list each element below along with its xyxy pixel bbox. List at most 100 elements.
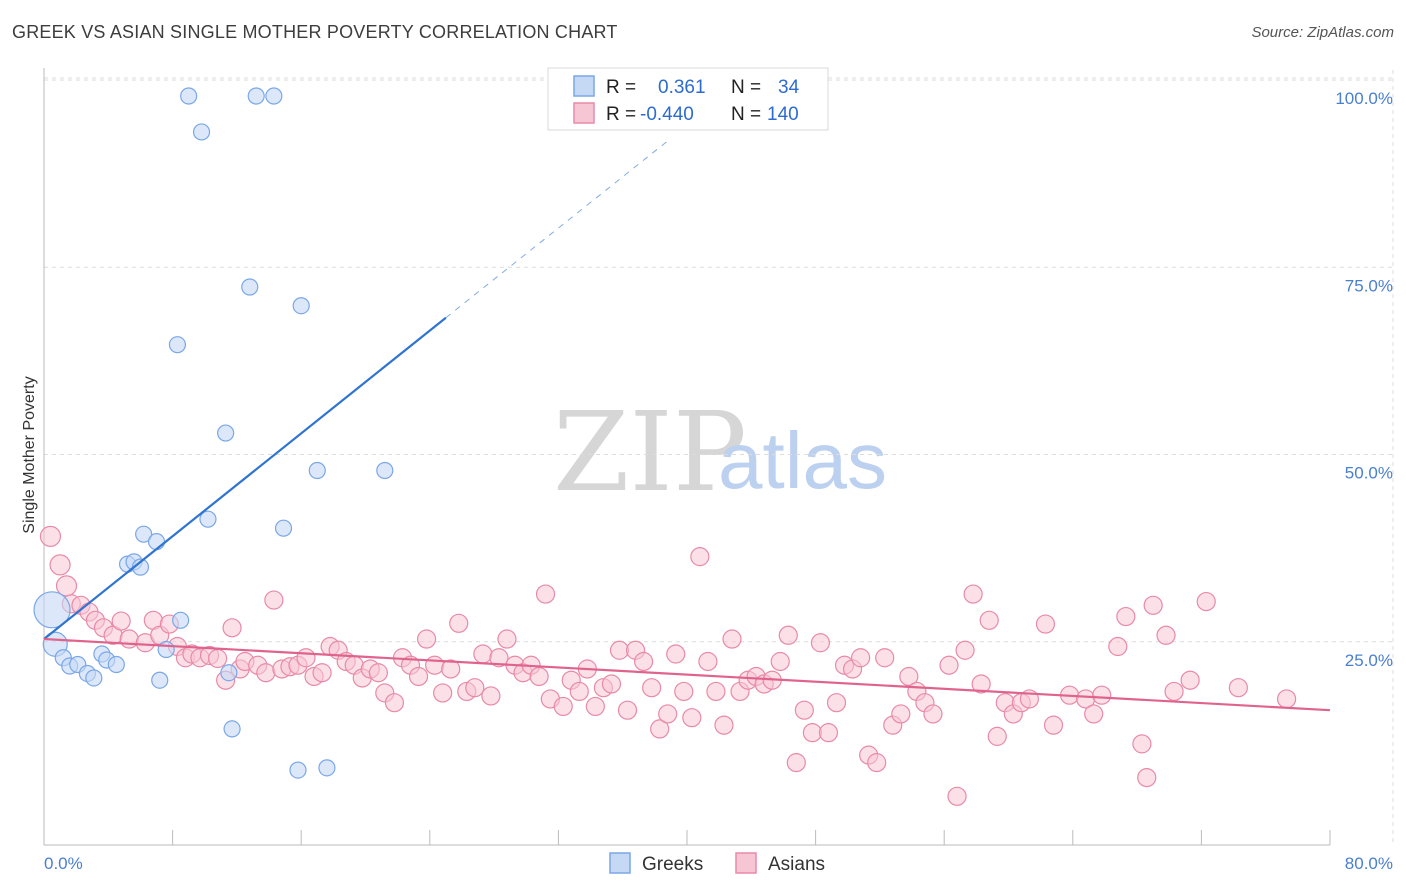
asian-point [208, 648, 228, 669]
axes [43, 68, 1331, 846]
asian-point [256, 663, 276, 683]
asian-point [1035, 614, 1056, 634]
asian-point [39, 525, 62, 548]
asian-point [642, 678, 662, 698]
asian-point [111, 611, 131, 631]
greek-point [265, 87, 283, 105]
asian-point [891, 704, 911, 724]
asian-point [601, 674, 622, 694]
asian-point [449, 613, 469, 633]
greek-points [33, 87, 394, 779]
greek-trend-extension [445, 140, 669, 319]
asian-point [1092, 685, 1112, 705]
greek-point [107, 655, 125, 674]
asian-point [473, 644, 493, 664]
greek-point [220, 664, 238, 682]
asian-point [497, 629, 517, 649]
asian-point [682, 708, 702, 728]
asian-point [963, 584, 983, 604]
asian-point [971, 674, 991, 694]
greek-point [247, 87, 265, 105]
asian-point [802, 723, 822, 743]
asian-point [1196, 591, 1216, 612]
legend-box: R = 0.361 N = 34 R = -0.440 N = 140 [547, 67, 829, 131]
greek-point [192, 123, 211, 141]
greek-point [85, 669, 103, 687]
legend-asian-n-label: N = [731, 104, 761, 125]
greek-point [274, 519, 293, 537]
asian-point [222, 618, 242, 638]
tick-labels: 25.0% 50.0% 75.0% 100.0% 0.0% 80.0% [44, 89, 1393, 873]
source-label: Source: ZipAtlas.com [1251, 24, 1394, 41]
asian-point [1108, 636, 1128, 657]
asian-point [810, 633, 831, 653]
asian-point [690, 547, 710, 567]
legend-asian-r-label: R = [606, 104, 636, 125]
watermark-zip: ZIP [553, 388, 747, 516]
asian-point [1137, 767, 1157, 788]
asian-point [368, 663, 388, 683]
greek-point [241, 278, 259, 296]
asian-point [778, 625, 798, 645]
greek-point [308, 461, 326, 480]
greek-point [172, 611, 190, 629]
asian-point [987, 726, 1007, 746]
asian-point [264, 590, 284, 610]
chart-title: GREEK VS ASIAN SINGLE MOTHER POVERTY COR… [12, 22, 618, 42]
asian-trend-line [43, 637, 1331, 712]
asian-point [1180, 670, 1200, 690]
y-tick-label: 100.0% [1335, 89, 1393, 108]
asian-point [617, 700, 638, 720]
asian-point [658, 704, 678, 724]
bottom-legend-swatch-asian [735, 852, 757, 874]
asian-point [714, 715, 734, 735]
legend-greek-r-label: R = [606, 77, 636, 98]
asian-point [818, 723, 839, 743]
asian-points [39, 525, 1297, 806]
asian-point [416, 629, 437, 649]
legend-swatch-asian [573, 102, 595, 124]
asian-point [706, 681, 726, 702]
x-tick-label: 80.0% [1345, 854, 1393, 873]
asian-point [650, 719, 670, 739]
asian-point [119, 629, 139, 649]
asian-point [465, 678, 485, 698]
asian-point [875, 648, 895, 668]
asian-point [1116, 606, 1136, 627]
asian-point [770, 651, 790, 672]
greek-point [180, 87, 198, 105]
asian-point [296, 648, 316, 668]
asian-point [529, 666, 549, 687]
asian-point [955, 640, 975, 660]
asian-point [609, 640, 630, 660]
y-tick-label: 50.0% [1345, 464, 1393, 483]
greek-point [151, 671, 169, 689]
legend-greek-n-value: 34 [778, 77, 800, 98]
asian-point [674, 681, 694, 702]
asian-point [1228, 678, 1248, 698]
greek-trend-line [43, 316, 447, 640]
greek-point [157, 640, 175, 659]
asian-point [384, 693, 405, 713]
legend-greek-r-value: 0.361 [658, 77, 706, 98]
watermark-atlas: atlas [718, 416, 887, 505]
asian-point [851, 648, 871, 668]
asian-point [569, 681, 589, 702]
bottom-legend-asian: Asians [768, 854, 825, 875]
bottom-legend-greek: Greeks [642, 854, 703, 875]
asian-point [1156, 625, 1176, 645]
asian-point [535, 584, 556, 604]
asian-point [1143, 595, 1163, 615]
asian-point [826, 693, 847, 713]
asian-point [899, 666, 919, 687]
y-tick-label: 25.0% [1345, 651, 1393, 670]
greek-point [33, 591, 71, 629]
asian-point [1084, 704, 1104, 724]
asian-point [923, 704, 943, 724]
greek-point [318, 759, 336, 777]
greek-point [199, 510, 217, 528]
legend-asian-r-value: -0.440 [640, 104, 694, 125]
asian-point [722, 629, 742, 649]
greek-point [223, 720, 241, 738]
asian-point [425, 655, 445, 675]
